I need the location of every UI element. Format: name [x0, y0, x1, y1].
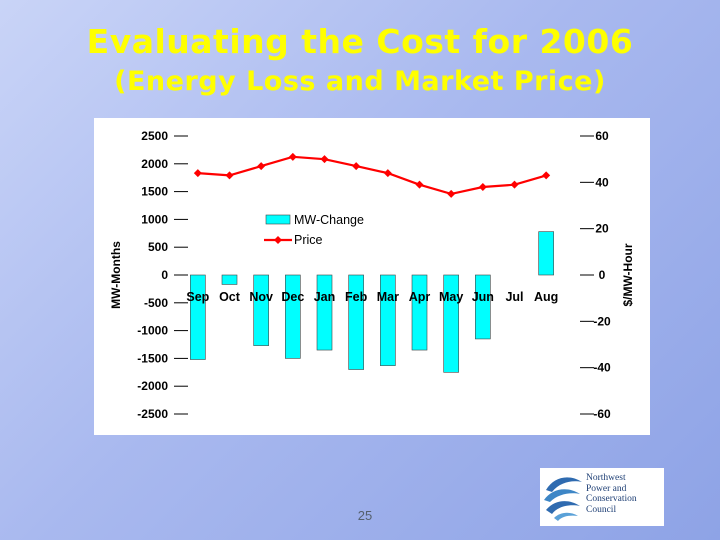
right-tick-label: 40 — [595, 175, 609, 189]
category-label: Oct — [219, 290, 241, 304]
left-tick-label: -2500 — [137, 407, 168, 421]
bar-mw-change — [253, 274, 269, 346]
slide-subtitle: (Energy Loss and Market Price) — [114, 66, 606, 97]
council-logo: Northwest Power and Conservation Council — [540, 468, 664, 526]
price-line — [197, 155, 547, 196]
price-point — [352, 162, 361, 171]
bar-mw-change — [348, 274, 364, 370]
category-label: Mar — [377, 290, 399, 304]
category-label: Feb — [345, 290, 368, 304]
bar-mw-change — [538, 231, 554, 276]
logo-line: Power and — [586, 483, 627, 494]
left-tick-label: -2000 — [137, 379, 168, 393]
left-tick-label: -1500 — [137, 351, 168, 365]
price-point — [447, 189, 456, 198]
price-point — [383, 169, 392, 178]
logo-line: Conservation — [586, 494, 637, 504]
legend-swatch-marker — [274, 236, 282, 244]
left-tick-label: -1000 — [137, 324, 168, 338]
logo-line: Northwest — [586, 473, 626, 483]
category-label: Dec — [281, 290, 304, 304]
chart-panel: 2500 2000 1500 1000 500 0 -500 -1000 -1500 -2000 -… — [94, 118, 650, 435]
right-tick-label: -40 — [593, 361, 611, 375]
bar-mw-change — [411, 274, 428, 351]
bar-mw-change — [285, 274, 301, 359]
page-number: 25 — [357, 508, 373, 523]
slide-title: Evaluating the Cost for 2006 — [86, 22, 634, 61]
left-tick-label: 0 — [161, 268, 168, 282]
right-tick-label: -20 — [593, 314, 611, 328]
council-logo-text: Northwest Power and Conservation Council — [586, 473, 662, 515]
legend-label: Price — [294, 233, 323, 247]
category-label: Jul — [505, 290, 523, 304]
right-tick-label: 60 — [595, 129, 609, 143]
bar-mw-change — [380, 274, 396, 366]
legend-label: MW-Change — [294, 213, 364, 227]
left-tick-label: 2000 — [141, 157, 168, 171]
left-axis-title: MW-Months — [109, 241, 123, 309]
price-point — [478, 182, 487, 191]
right-tick-label: 0 — [599, 268, 606, 282]
category-label: Jan — [314, 290, 336, 304]
right-axis-title: $/MW-Hour — [621, 243, 635, 306]
category-label: May — [439, 290, 463, 304]
right-tick-label: 20 — [595, 222, 609, 236]
combo-chart: 2500 2000 1500 1000 500 0 -500 -1000 -1500 -2000 -… — [109, 129, 635, 421]
price-point — [320, 155, 329, 164]
left-tick-label: 500 — [148, 240, 168, 254]
price-point — [288, 152, 297, 161]
category-label: Jun — [472, 290, 494, 304]
category-label: Nov — [249, 290, 273, 304]
legend-swatch-bar — [265, 214, 291, 225]
category-label: Apr — [409, 290, 431, 304]
price-point — [225, 171, 234, 180]
logo-line: Council — [586, 504, 617, 515]
bar-mw-change — [443, 274, 459, 373]
bar-mw-change — [221, 274, 238, 285]
category-label: Aug — [534, 290, 558, 304]
price-point — [257, 162, 266, 171]
council-logo-mark — [544, 477, 582, 521]
price-point — [542, 171, 551, 180]
bar-mw-change — [316, 274, 333, 351]
bar-mw-change — [475, 274, 491, 340]
left-tick-label: 1000 — [141, 212, 168, 226]
bar-mw-change — [190, 274, 206, 360]
left-tick-label: 2500 — [141, 129, 168, 143]
right-tick-label: -60 — [593, 407, 611, 421]
price-point — [193, 169, 202, 178]
left-tick-label: 1500 — [141, 185, 168, 199]
price-point — [510, 180, 519, 189]
category-label: Sep — [186, 290, 209, 304]
left-tick-label: -500 — [144, 296, 168, 310]
price-point — [415, 180, 424, 189]
